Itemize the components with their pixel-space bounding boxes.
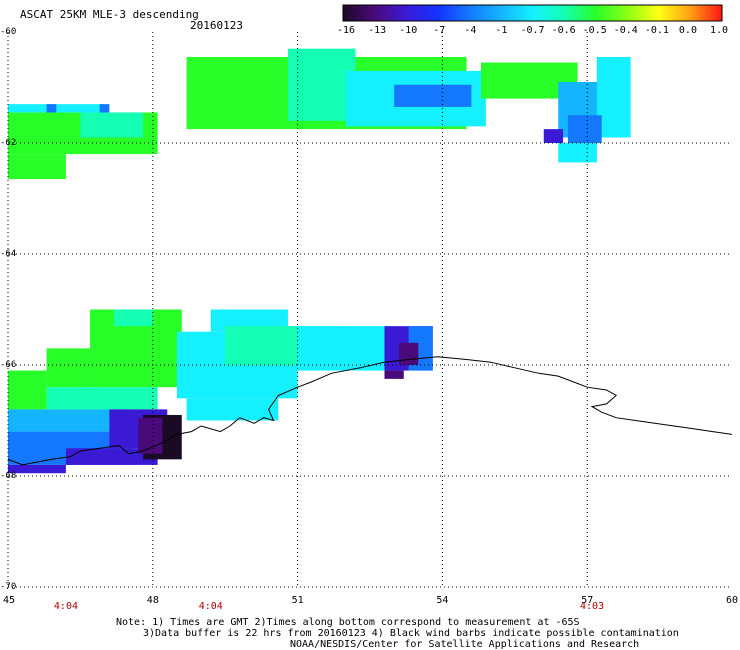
swath-layer	[8, 48, 631, 474]
swath-cell-9	[394, 84, 472, 107]
map-date: 20160123	[190, 19, 243, 32]
y-tick-label: -68	[0, 471, 17, 481]
swath-cell-3	[8, 154, 66, 180]
coastline-layer	[7, 356, 733, 466]
swath-cell-17	[114, 309, 153, 327]
colorbar-label: -0.6	[551, 25, 576, 36]
x-tick-label: 51	[291, 595, 304, 606]
swath-cell-27	[398, 342, 419, 365]
colorbar-label: -0.1	[644, 25, 669, 36]
swath-cell-5	[46, 104, 57, 113]
swath-cell-13	[567, 115, 602, 143]
colorbar-label: -4	[464, 25, 477, 36]
y-tick-label: -70	[0, 582, 17, 592]
swath-cell-24	[297, 326, 395, 371]
swath-cell-28	[384, 370, 404, 379]
pass-time-label: 4:03	[580, 601, 605, 612]
note-line-3: NOAA/NESDIS/Center for Satellite Applica…	[290, 639, 640, 650]
colorbar-gradient	[342, 4, 723, 22]
colorbar-label: -0.4	[613, 25, 638, 36]
x-tick-label: 54	[436, 595, 449, 606]
swath-cell-7	[287, 48, 356, 121]
colorbar-label: 0.0	[678, 25, 697, 36]
colorbar-label: -1	[495, 25, 508, 36]
x-tick-label: 45	[3, 595, 16, 606]
swath-cell-29	[186, 398, 279, 421]
colorbar-label: -0.5	[582, 25, 607, 36]
colorbar-label: -16	[337, 25, 356, 36]
swath-cell-20	[46, 387, 158, 410]
swath-cell-30	[8, 409, 134, 432]
swath-cell-32	[8, 464, 66, 474]
x-tick-label: 60	[726, 595, 739, 606]
colorbar-label: -13	[368, 25, 387, 36]
x-tick-label: 48	[146, 595, 159, 606]
x-tick-label: 57	[581, 595, 594, 606]
pass-time-label: 4:04	[53, 601, 78, 612]
colorbar-label: -10	[399, 25, 418, 36]
swath-cell-4	[99, 104, 110, 113]
colorbar	[342, 4, 723, 22]
note-line-1: Note: 1) Times are GMT 2)Times along bot…	[116, 617, 580, 628]
swath-cell-19	[8, 370, 47, 410]
swath-cell-12	[596, 56, 631, 138]
swath-cell-14	[543, 129, 564, 143]
y-tick-label: -62	[0, 138, 17, 148]
note-line-2: 3)Data buffer is 22 hrs from 20160123 4)…	[143, 628, 679, 639]
colorbar-label: 1.0	[710, 25, 729, 36]
map-title: ASCAT 25KM MLE-3 descending	[20, 8, 199, 21]
pass-time-label: 4:04	[198, 601, 223, 612]
swath-cell-18	[46, 348, 91, 388]
grid-layer	[8, 32, 732, 587]
y-tick-label: -60	[0, 27, 17, 37]
y-tick-label: -64	[0, 249, 17, 259]
y-tick-label: -66	[0, 360, 17, 370]
swath-cell-2	[80, 112, 144, 138]
colorbar-label: -0.7	[520, 25, 545, 36]
swath-cell-15	[558, 143, 597, 163]
colorbar-label: -7	[433, 25, 446, 36]
plot-frame	[7, 32, 732, 588]
coastline	[7, 356, 733, 466]
